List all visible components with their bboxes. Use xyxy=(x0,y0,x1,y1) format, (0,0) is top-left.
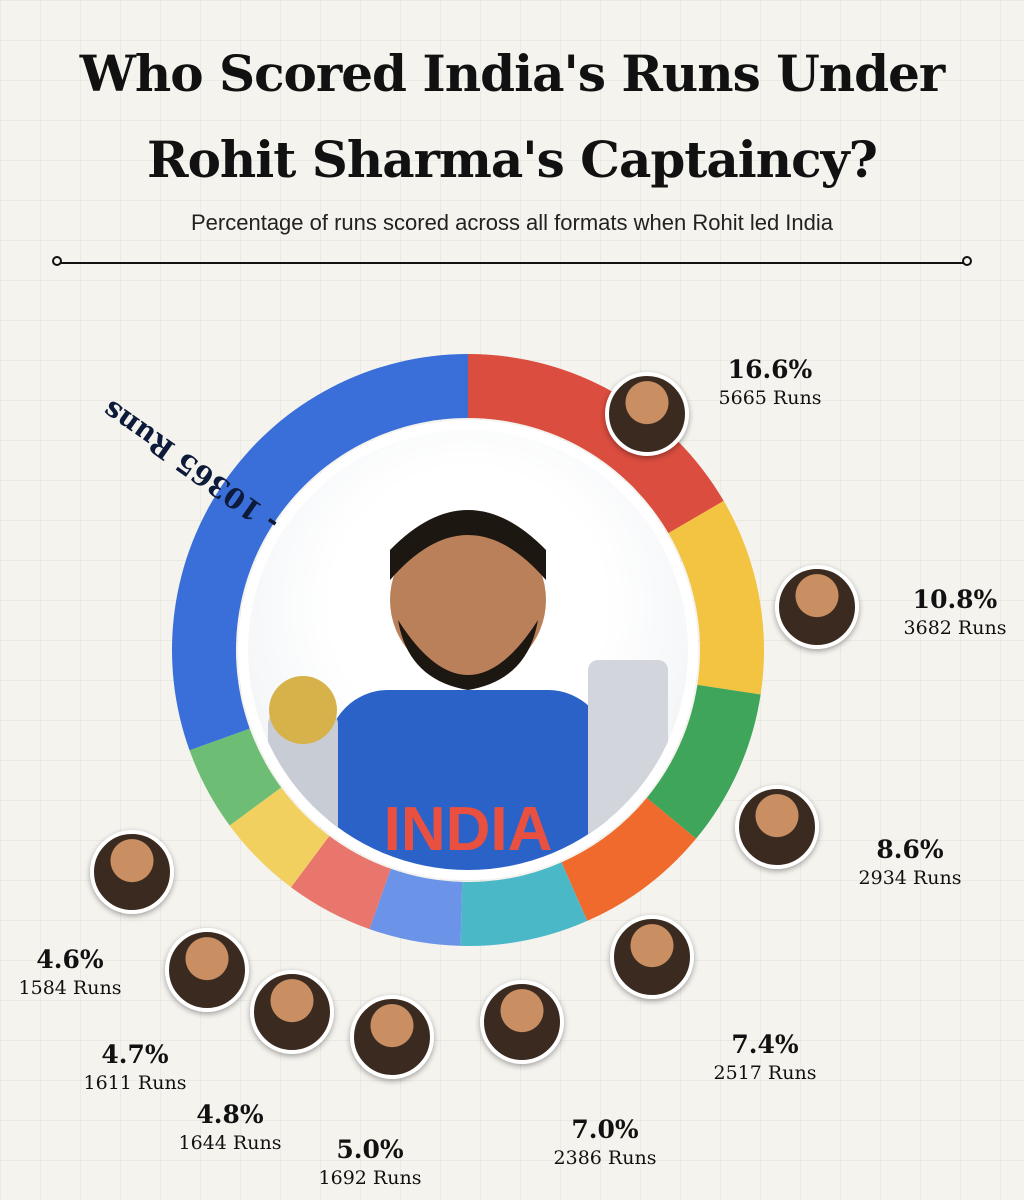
divider-left-dot xyxy=(52,256,62,266)
slice-label-9: 4.6% 1584 Runs xyxy=(0,945,150,1001)
slice-runs-label: 2386 Runs xyxy=(553,1147,657,1169)
slice-runs-label: 5665 Runs xyxy=(718,387,822,409)
donut-slice-2 xyxy=(668,500,764,695)
donut-slice-3 xyxy=(646,684,761,839)
player-avatar-9 xyxy=(90,830,174,914)
player-avatar-5 xyxy=(480,980,564,1064)
slice-runs-label: 1584 Runs xyxy=(18,977,122,999)
slice-runs-label: 3682 Runs xyxy=(903,617,1007,639)
slice-label-6: 5.0% 1692 Runs xyxy=(290,1135,450,1191)
subtitle: Percentage of runs scored across all for… xyxy=(191,210,833,235)
player-avatar-1 xyxy=(605,372,689,456)
donut-slice-1 xyxy=(468,354,724,534)
beard-shape xyxy=(398,620,538,690)
title-line-2: Rohit Sharma's Captaincy? xyxy=(147,130,878,189)
slice-percent-label: 7.4% xyxy=(731,1030,799,1059)
donut-slice-8 xyxy=(229,787,330,888)
slice-percent-label: 4.6% xyxy=(36,945,104,974)
player-avatar-4 xyxy=(610,915,694,999)
slice-percent-label: 16.6% xyxy=(727,355,813,384)
slice-runs-label: 2934 Runs xyxy=(858,867,962,889)
slice-runs-label: 2517 Runs xyxy=(713,1062,817,1084)
slice-percent-label: 4.8% xyxy=(196,1100,264,1129)
donut-slice-7 xyxy=(291,835,391,930)
slice-percent-label: 4.7% xyxy=(101,1040,169,1069)
donut-slice-9 xyxy=(189,728,282,826)
slice-percent-label: 5.0% xyxy=(336,1135,404,1164)
slice-runs-label: 1644 Runs xyxy=(178,1132,282,1154)
player-avatar-7 xyxy=(250,970,334,1054)
player-avatar-6 xyxy=(350,995,434,1079)
jersey-india-lettering: INDIA xyxy=(384,795,553,864)
slice-percent-label: 8.6% xyxy=(876,835,944,864)
slice-label-5: 7.0% 2386 Runs xyxy=(525,1115,685,1171)
slice-runs-label: 1611 Runs xyxy=(83,1072,187,1094)
slice-label-2: 10.8% 3682 Runs xyxy=(875,585,1024,641)
hair-shape xyxy=(390,510,546,580)
trophy-ball-shape xyxy=(269,676,337,744)
slice-label-7: 4.8% 1644 Runs xyxy=(150,1100,310,1156)
divider-right-dot xyxy=(962,256,972,266)
divider-rule xyxy=(58,262,968,264)
slice-label-1: 16.6% 5665 Runs xyxy=(690,355,850,411)
slice-label-3: 8.6% 2934 Runs xyxy=(830,835,990,891)
player-avatar-8 xyxy=(165,928,249,1012)
face-shape xyxy=(390,522,546,678)
donut-slice-4 xyxy=(561,797,697,921)
title-line-1: Who Scored India's Runs Under xyxy=(79,44,946,103)
slice-label-4: 7.4% 2517 Runs xyxy=(685,1030,845,1086)
donut-slice-5 xyxy=(460,862,588,946)
player-avatar-3 xyxy=(735,785,819,869)
slice-percent-label: 7.0% xyxy=(571,1115,639,1144)
jersey-shape xyxy=(328,690,608,870)
captain-portrait-photo: INDIA xyxy=(238,420,698,880)
slice-runs-label: 1692 Runs xyxy=(318,1167,422,1189)
player-avatar-2 xyxy=(775,565,859,649)
donut-slice-6 xyxy=(369,868,463,946)
slice-percent-label: 10.8% xyxy=(912,585,998,614)
donut-slice-10 xyxy=(172,354,468,751)
slice-label-8: 4.7% 1611 Runs xyxy=(55,1040,215,1096)
captain-illustration: INDIA xyxy=(268,510,668,870)
